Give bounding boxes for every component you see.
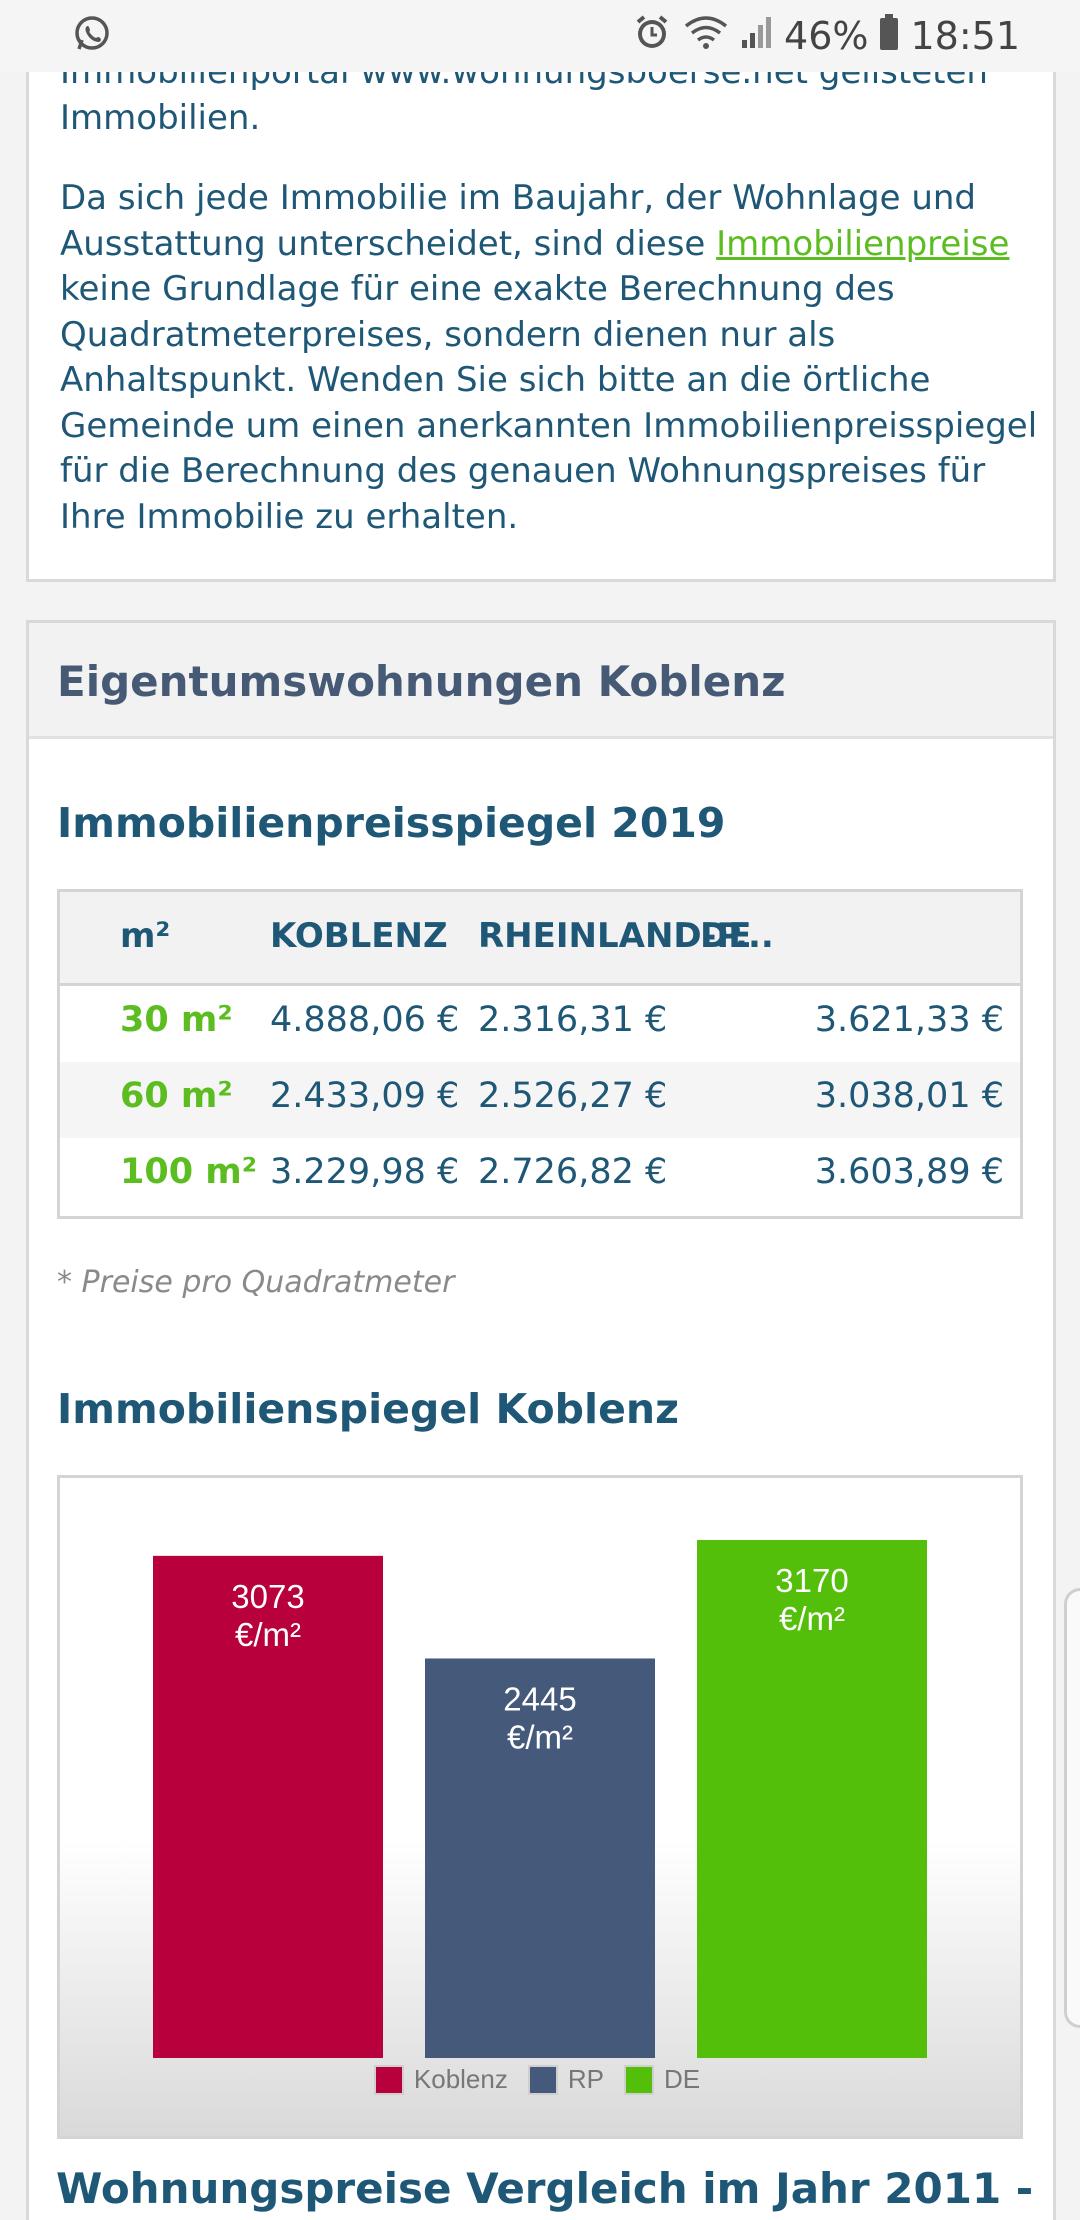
cell-koblenz: 4.888,06 € bbox=[270, 1000, 460, 1040]
scrollbar-handle[interactable] bbox=[1064, 1588, 1080, 2028]
signal-icon bbox=[740, 12, 774, 61]
table-title: Immobilienpreisspiegel 2019 bbox=[57, 799, 726, 847]
bar-de[interactable] bbox=[697, 1540, 927, 2058]
prices-card: Eigentumswohnungen Koblenz Immobilienpre… bbox=[26, 620, 1056, 2220]
whatsapp-icon bbox=[72, 14, 112, 54]
table-row: 100 m² 3.229,98 € 2.726,82 € 3.603,89 € bbox=[60, 1138, 1020, 1214]
card-header: Eigentumswohnungen Koblenz bbox=[29, 623, 1053, 739]
legend-item[interactable]: RP bbox=[527, 2064, 604, 2095]
clock-time: 18:51 bbox=[910, 14, 1020, 58]
header-size[interactable]: m² bbox=[120, 916, 171, 956]
bar-value-label: 3170 bbox=[775, 1562, 848, 1599]
cell-de: 3.621,33 € bbox=[814, 1000, 1004, 1040]
cell-rheinland-pfalz: 2.316,31 € bbox=[478, 1000, 668, 1040]
cell-rheinland-pfalz: 2.726,82 € bbox=[478, 1152, 668, 1192]
battery-percent: 46% bbox=[784, 14, 869, 58]
disclaimer-paragraph: Da sich jede Immobilie im Baujahr, der W… bbox=[60, 176, 1040, 540]
legend-swatch bbox=[373, 2064, 404, 2095]
cell-de: 3.038,01 € bbox=[814, 1076, 1004, 1116]
cell-rheinland-pfalz: 2.526,27 € bbox=[478, 1076, 668, 1116]
bar-value-label: 3073 bbox=[231, 1578, 304, 1615]
legend-label: DE bbox=[663, 2064, 701, 2094]
next-section-title: Wohnungspreise Vergleich im Jahr 2011 - bbox=[56, 2164, 1034, 2213]
cell-koblenz: 2.433,09 € bbox=[270, 1076, 460, 1116]
legend-swatch bbox=[623, 2064, 654, 2095]
wifi-icon bbox=[682, 12, 730, 61]
bar-unit-label: €/m² bbox=[779, 1600, 845, 1637]
bar-unit-label: €/m² bbox=[235, 1616, 301, 1653]
disclaimer-text-start: Da sich jede Immobilie im Baujahr, der W… bbox=[60, 178, 977, 264]
cell-de: 3.603,89 € bbox=[814, 1152, 1004, 1192]
table-row: 60 m² 2.433,09 € 2.526,27 € 3.038,01 € bbox=[60, 1062, 1020, 1138]
disclaimer-text-end: keine Grundlage für eine exakte Berechnu… bbox=[60, 269, 1038, 537]
card-title: Eigentumswohnungen Koblenz bbox=[57, 657, 786, 706]
battery-icon bbox=[878, 12, 900, 61]
intro-paragraph: Immobilienportal www.wohnungsboerse.net … bbox=[60, 52, 1040, 141]
alarm-icon bbox=[632, 12, 672, 61]
legend-label: Koblenz bbox=[413, 2064, 508, 2094]
price-note: * Preise pro Quadratmeter bbox=[57, 1265, 455, 1300]
table-header: m² KOBLENZ RHEINLAND-P... DE bbox=[60, 892, 1020, 986]
immobilienpreise-link[interactable]: Immobilienpreise bbox=[716, 223, 1010, 264]
intro-card: Immobilienportal www.wohnungsboerse.net … bbox=[26, 40, 1056, 582]
bar-koblenz[interactable] bbox=[153, 1555, 383, 2058]
legend-label: RP bbox=[567, 2064, 604, 2094]
intro-line-end: Immobilien. bbox=[60, 97, 261, 138]
legend-item[interactable]: DE bbox=[623, 2064, 701, 2095]
header-rheinland-pfalz[interactable]: RHEINLAND-P... bbox=[478, 916, 774, 956]
chart-legend: Koblenz RP DE bbox=[60, 2064, 1020, 2095]
legend-swatch bbox=[527, 2064, 558, 2095]
chart-title: Immobilienspiegel Koblenz bbox=[57, 1385, 679, 1433]
header-de[interactable]: DE bbox=[700, 916, 752, 956]
cell-koblenz: 3.229,98 € bbox=[270, 1152, 460, 1192]
table-row: 30 m² 4.888,06 € 2.316,31 € 3.621,33 € bbox=[60, 986, 1020, 1062]
status-bar: 46% 18:51 bbox=[0, 0, 1080, 72]
bar-value-label: 2445 bbox=[503, 1680, 576, 1717]
bar-rp[interactable] bbox=[425, 1658, 655, 2058]
row-size: 60 m² bbox=[120, 1076, 233, 1116]
row-size: 30 m² bbox=[120, 1000, 233, 1040]
price-table: m² KOBLENZ RHEINLAND-P... DE 30 m² 4.888… bbox=[57, 889, 1023, 1219]
legend-item[interactable]: Koblenz bbox=[373, 2064, 508, 2095]
bar-unit-label: €/m² bbox=[507, 1718, 573, 1755]
row-size: 100 m² bbox=[120, 1152, 258, 1192]
header-koblenz[interactable]: KOBLENZ bbox=[270, 916, 448, 956]
bar-chart: 3073 €/m² 2445 €/m² 3170 €/m² Koblenz RP DE bbox=[57, 1475, 1023, 2139]
